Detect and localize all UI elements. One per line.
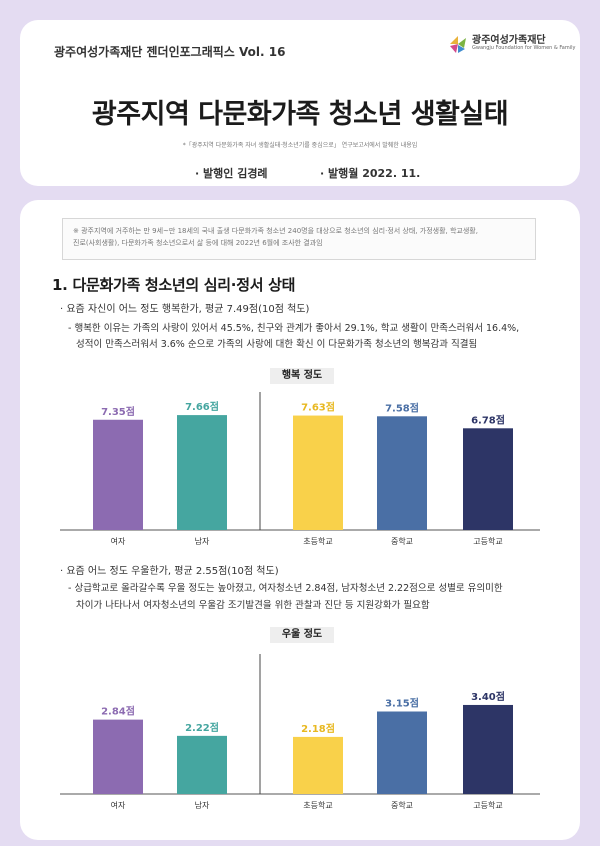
- happiness-category-label: 고등학교: [473, 536, 502, 546]
- publication-date: · 발행월 2022. 11.: [320, 167, 421, 180]
- happiness-category-label: 중학교: [391, 536, 413, 546]
- depression-detail-2: 차이가 나타나서 여자청소년의 우울감 조기발견을 위한 관찰과 진단 등 지원…: [76, 600, 430, 611]
- depression-bar: [377, 711, 427, 794]
- happiness-bar: [177, 415, 227, 530]
- happiness-value-label: 7.63점: [301, 402, 335, 414]
- source-note: *「광주지역 다문화가족 자녀 생활실태·청소년기를 중심으로」 연구보고서에서…: [182, 142, 418, 149]
- happiness-bullet: · 요즘 자신이 어느 정도 행복한가, 평균 7.49점(10점 척도): [60, 304, 310, 315]
- depression-value-label: 2.84점: [101, 706, 135, 718]
- header-card: 광주여성가족재단 젠더인포그래픽스 Vol. 16 광주여성가족재단 Gwang…: [20, 20, 580, 186]
- happiness-value-label: 7.35점: [101, 406, 135, 418]
- depression-detail-1: - 상급학교로 올라갈수록 우울 정도는 높아졌고, 여자청소년 2.84점, …: [68, 583, 503, 594]
- depression-chart-title: 우울 정도: [270, 627, 334, 643]
- survey-note-line-1: ※ 광주지역에 거주하는 만 9세~만 18세의 국내 출생 다문화가족 청소년…: [73, 227, 478, 235]
- section-title: 1. 다문화가족 청소년의 심리·정서 상태: [52, 276, 296, 294]
- depression-value-label: 3.40점: [471, 691, 505, 703]
- depression-category-label: 중학교: [391, 800, 413, 810]
- page-title: 광주지역 다문화가족 청소년 생활실태: [91, 99, 509, 130]
- depression-bar: [463, 704, 513, 794]
- depression-value-label: 2.18점: [301, 723, 335, 735]
- depression-bar: [177, 735, 227, 794]
- happiness-value-label: 7.58점: [385, 402, 419, 414]
- happiness-bar: [463, 428, 513, 530]
- happiness-value-label: 7.66점: [185, 401, 219, 413]
- survey-note-line-2: 진로(사회생활), 다문화가족 청소년으로서 삶 등에 대해 2022년 6월에…: [73, 239, 323, 247]
- depression-category-label: 여자: [111, 800, 126, 810]
- depression-category-label: 고등학교: [473, 800, 502, 810]
- happiness-detail-1: - 행복한 이유는 가족의 사랑이 있어서 45.5%, 친구와 관계가 좋아서…: [68, 323, 520, 334]
- depression-bar: [293, 736, 343, 794]
- foundation-logo-icon: [450, 36, 466, 53]
- happiness-bar: [293, 415, 343, 530]
- logo-subtext: Gwangju Foundation for Women & Family: [472, 45, 576, 51]
- happiness-category-label: 남자: [195, 537, 210, 546]
- depression-value-label: 3.15점: [385, 698, 419, 710]
- depression-category-label: 남자: [195, 801, 210, 810]
- publisher: · 발행인 김경례: [195, 167, 268, 180]
- content-card: ※ 광주지역에 거주하는 만 9세~만 18세의 국내 출생 다문화가족 청소년…: [20, 200, 580, 840]
- happiness-bar: [93, 419, 143, 530]
- happiness-bar: [377, 416, 427, 530]
- happiness-category-label: 여자: [111, 536, 126, 546]
- survey-note-box: ※ 광주지역에 거주하는 만 9세~만 18세의 국내 출생 다문화가족 청소년…: [62, 218, 536, 260]
- foundation-logo: 광주여성가족재단 Gwangju Foundation for Women & …: [446, 30, 575, 60]
- happiness-chart-title: 행복 정도: [270, 368, 334, 384]
- series-label: 광주여성가족재단 젠더인포그래픽스 Vol. 16: [54, 45, 286, 59]
- depression-bar: [93, 719, 143, 794]
- happiness-value-label: 6.78점: [471, 414, 505, 426]
- happiness-detail-2: 성적이 만족스러워서 3.6% 순으로 가족의 사랑에 대한 확신 이 다문화가…: [76, 339, 478, 350]
- happiness-category-label: 초등학교: [303, 536, 332, 546]
- depression-value-label: 2.22점: [185, 722, 219, 734]
- depression-bullet: · 요즘 어느 정도 우울한가, 평균 2.55점(10점 척도): [60, 566, 279, 577]
- logo-text: 광주여성가족재단: [472, 35, 546, 46]
- depression-category-label: 초등학교: [303, 800, 332, 810]
